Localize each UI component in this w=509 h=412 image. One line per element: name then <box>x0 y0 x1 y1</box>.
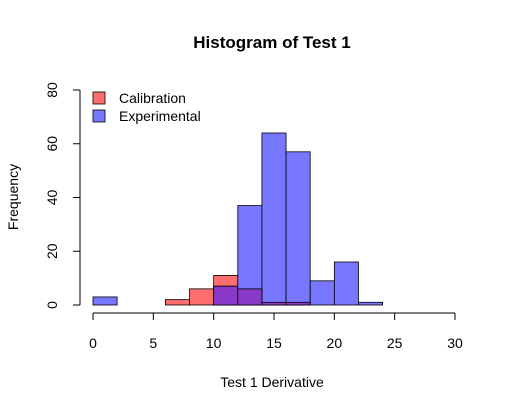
y-tick-label: 80 <box>44 82 60 98</box>
bar-experimental <box>237 205 263 306</box>
bar-experimental <box>309 280 335 306</box>
x-tick-label: 15 <box>266 335 282 351</box>
y-tick-label: 0 <box>44 301 60 309</box>
y-axis: 0 20 40 60 80 <box>44 82 81 309</box>
x-tick-label: 20 <box>327 335 343 351</box>
y-axis-label: Frequency <box>5 164 21 230</box>
legend-label: Experimental <box>119 108 201 124</box>
chart-title: Histogram of Test 1 <box>193 33 350 52</box>
bar-overlap <box>213 285 239 306</box>
x-tick-label: 0 <box>89 335 97 351</box>
bar-calibration <box>189 288 215 306</box>
bar-overlap <box>261 301 287 306</box>
x-tick-label: 5 <box>149 335 157 351</box>
legend: Calibration Experimental <box>92 90 201 124</box>
x-tick-label: 30 <box>447 335 463 351</box>
bar-experimental <box>261 132 287 306</box>
bar-experimental <box>358 301 384 306</box>
x-axis-label: Test 1 Derivative <box>220 374 324 390</box>
legend-swatch <box>92 109 106 123</box>
x-tick-label: 10 <box>206 335 222 351</box>
legend-label: Calibration <box>119 90 186 106</box>
bar-experimental <box>333 261 359 306</box>
bar-calibration <box>164 299 190 306</box>
bar-overlap <box>237 288 263 306</box>
x-tick-label: 25 <box>387 335 403 351</box>
y-tick-label: 40 <box>44 190 60 206</box>
y-tick-label: 20 <box>44 243 60 259</box>
y-tick-label: 60 <box>44 136 60 152</box>
x-axis: 0 5 10 15 20 25 30 <box>89 312 463 351</box>
bar-experimental <box>285 151 311 306</box>
bar-overlap <box>285 301 311 306</box>
legend-swatch <box>92 91 106 105</box>
bar-experimental <box>92 296 118 306</box>
bars-group <box>92 132 384 306</box>
